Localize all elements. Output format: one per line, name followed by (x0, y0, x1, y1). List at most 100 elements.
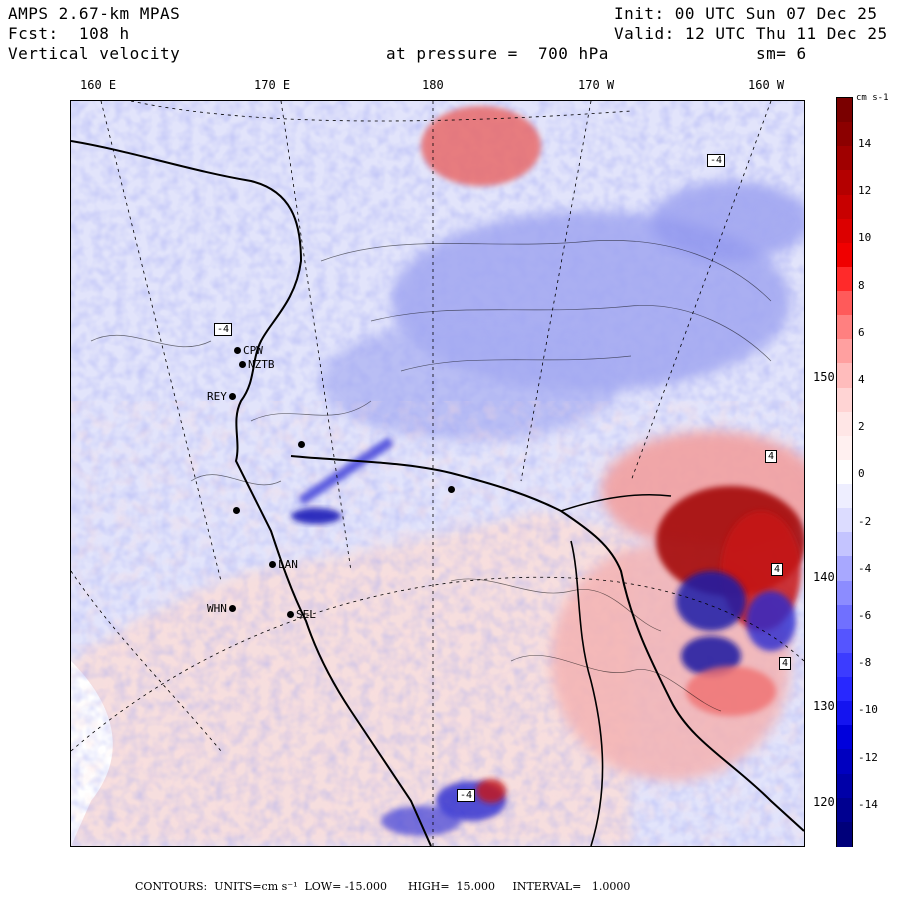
station-label: REY (207, 389, 227, 403)
forecast-hour: Fcst: 108 h (8, 24, 130, 43)
station-label: LAN (278, 557, 298, 571)
colorbar-segment (837, 773, 852, 799)
colorbar-segment (837, 387, 852, 413)
colorbar-tick-label: 12 (858, 184, 872, 198)
station-marker-icon (287, 610, 294, 618)
colorbar-segment (837, 701, 852, 726)
station-marker-icon (228, 392, 236, 400)
station-lan[interactable]: LAN (269, 557, 300, 571)
colorbar-segment (837, 98, 852, 123)
intense-convection-region (656, 486, 804, 716)
station-rey[interactable]: REY (205, 389, 236, 403)
station-marker-icon (234, 346, 241, 354)
colorbar-segment (837, 339, 852, 364)
station-marker-icon (239, 360, 246, 368)
station-marker-icon (298, 440, 305, 448)
terra-nova-streak (298, 436, 394, 506)
colorbar-segment (837, 532, 852, 558)
colorbar-segment (837, 677, 852, 702)
colorbar-segment (837, 315, 852, 340)
smoothing-value: sm= 6 (756, 44, 807, 63)
station-marker-unlabeled[interactable] (233, 503, 240, 516)
lon-label-180: 180 (422, 78, 444, 92)
colorbar (836, 97, 853, 847)
station-sel[interactable]: SEL (287, 607, 318, 621)
colorbar-tick-label: 0 (858, 467, 865, 481)
colorbar-segment (837, 435, 852, 461)
station-label: SEL (296, 607, 316, 621)
colorbar-segment (837, 146, 852, 171)
station-cpw[interactable]: CPW (234, 343, 265, 357)
vertical-velocity-map: CPW NZTB REY LAN WHN SEL -4 -4 4 4 4 -4 (70, 100, 805, 847)
colorbar-tick-label: 8 (858, 278, 865, 292)
colorbar-segment (837, 122, 852, 147)
colorbar-tick-label: 10 (858, 231, 872, 245)
station-marker-icon (228, 604, 236, 612)
colorbar-segment (837, 797, 852, 823)
station-nztb[interactable]: NZTB (239, 357, 277, 371)
grounding-line (570, 540, 604, 846)
model-title: AMPS 2.67-km MPAS (8, 4, 181, 23)
colorbar-segment (837, 484, 852, 509)
colorbar-segment (837, 749, 852, 775)
coastline-east (560, 493, 672, 512)
contour-label: -4 (214, 323, 233, 336)
colorbar-segment (837, 580, 852, 606)
contour-info-footer: CONTOURS: UNITS=cm s⁻¹ LOW= -15.000 HIGH… (135, 880, 631, 893)
station-marker-icon (269, 560, 276, 568)
station-marker-unlabeled[interactable] (298, 437, 305, 450)
colorbar-tick-label: -4 (858, 561, 872, 575)
lon-label-170e: 170 E (254, 78, 291, 92)
colorbar-segment (837, 725, 852, 751)
colorbar-segment (837, 556, 852, 582)
colorbar-segment (837, 628, 852, 654)
colorbar-segment (837, 170, 852, 196)
coastline-west (71, 140, 432, 846)
colorbar-segment (837, 604, 852, 630)
colorbar-tick-label: -14 (858, 797, 878, 811)
contour-lines (90, 240, 772, 712)
field-name: Vertical velocity (8, 44, 181, 63)
drygalski-feature (291, 508, 341, 524)
colorbar-tick-label: 2 (858, 420, 865, 434)
station-whn[interactable]: WHN (205, 601, 236, 615)
colorbar-tick-label: -8 (858, 656, 872, 670)
contour-label: 4 (765, 450, 778, 463)
lon-label-170w: 170 W (578, 78, 615, 92)
colorbar-segment (837, 218, 852, 244)
colorbar-segment (837, 194, 852, 220)
lon-label-160w: 160 W (748, 78, 785, 92)
contour-label: 4 (771, 563, 784, 576)
colorbar-segment (837, 242, 852, 268)
pressure-level: at pressure = 700 hPa (386, 44, 609, 63)
station-marker-icon (233, 506, 240, 514)
station-label: CPW (243, 343, 263, 357)
colorbar-segment (837, 459, 852, 485)
colorbar-segment (837, 652, 852, 678)
ross-ice-shelf-front (290, 455, 804, 832)
station-marker-unlabeled[interactable] (448, 482, 455, 495)
colorbar-unit: cm s-1 (856, 93, 889, 103)
colorbar-tick-label: -6 (858, 609, 872, 622)
colorbar-segment (837, 821, 852, 847)
colorbar-tick-label: -2 (858, 514, 872, 528)
colorbar-segment (837, 508, 852, 533)
colorbar-segment (837, 266, 852, 292)
lon-label-160e: 160 E (80, 78, 117, 92)
colorbar-tick-label: -10 (858, 703, 878, 717)
colorbar-tick-label: 6 (858, 325, 865, 339)
contour-label: -4 (707, 154, 726, 167)
station-label: NZTB (248, 357, 275, 371)
contour-label: 4 (779, 657, 792, 670)
station-marker-icon (448, 485, 455, 493)
contour-label: -4 (457, 789, 476, 802)
colorbar-tick-label: 4 (858, 373, 865, 386)
init-time: Init: 00 UTC Sun 07 Dec 25 (614, 4, 878, 23)
colorbar-segment (837, 291, 852, 316)
colorbar-segment (837, 363, 852, 389)
valid-time: Valid: 12 UTC Thu 11 Dec 25 (614, 24, 888, 43)
map-field-svg (71, 101, 804, 846)
colorbar-tick-label: 14 (858, 137, 872, 150)
graticule (71, 101, 804, 846)
colorbar-segment (837, 411, 852, 437)
